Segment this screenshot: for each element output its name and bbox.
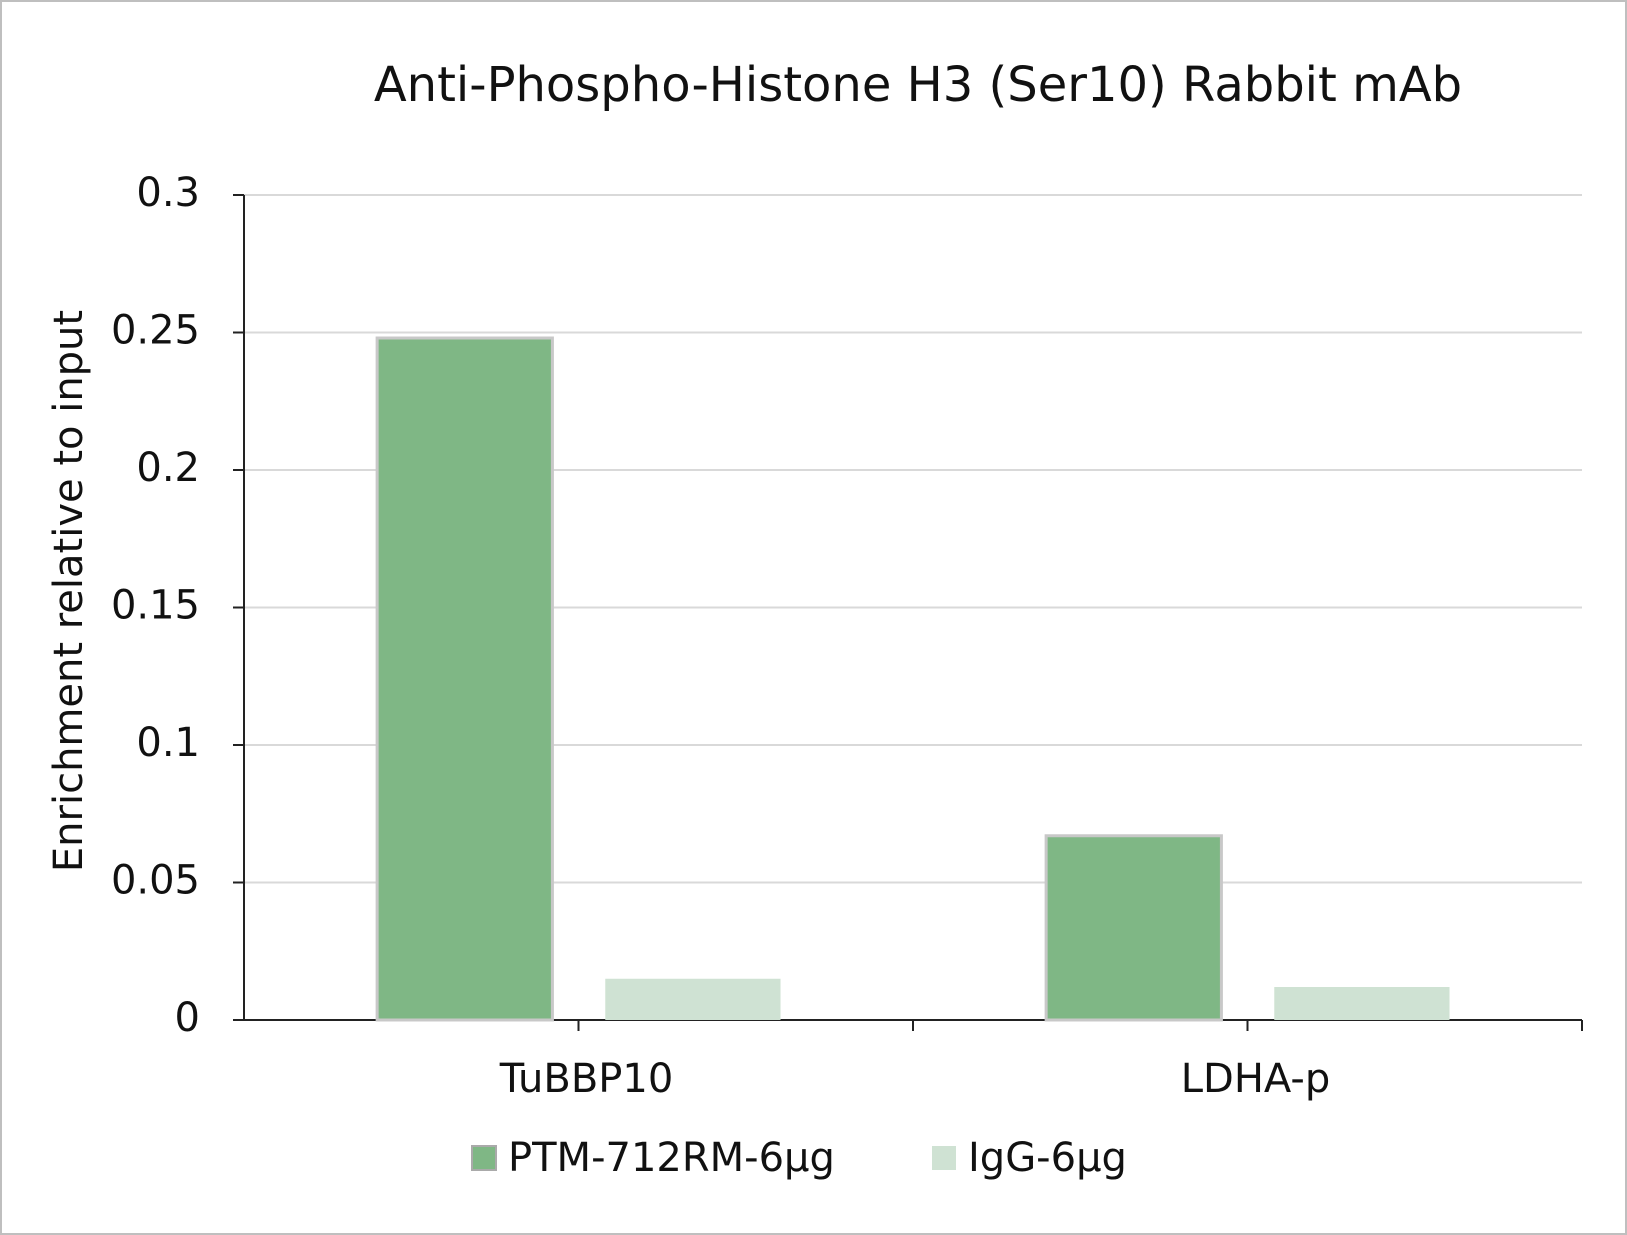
bar bbox=[1274, 987, 1450, 1020]
y-tick-label: 0.25 bbox=[111, 308, 200, 354]
x-tick-label: LDHA-p bbox=[1181, 1056, 1330, 1102]
y-tick-label: 0 bbox=[175, 995, 200, 1041]
legend-swatch bbox=[932, 1146, 956, 1170]
legend-swatch bbox=[471, 1145, 497, 1171]
legend-label: PTM-712RM-6µg bbox=[508, 1135, 835, 1181]
y-tick-label: 0.05 bbox=[111, 858, 200, 904]
y-tick-label: 0.15 bbox=[111, 583, 200, 629]
y-tick-label: 0.1 bbox=[136, 720, 200, 766]
chart-title: Anti-Phospho-Histone H3 (Ser10) Rabbit m… bbox=[374, 57, 1462, 113]
bar bbox=[375, 336, 554, 1022]
bar bbox=[605, 978, 781, 1020]
x-tick-label: TuBBP10 bbox=[499, 1056, 674, 1102]
bar bbox=[1044, 834, 1223, 1022]
y-axis-label: Enrichment relative to input bbox=[46, 310, 92, 872]
y-tick-label: 0.2 bbox=[136, 445, 200, 491]
legend-label: IgG-6µg bbox=[968, 1135, 1127, 1181]
y-tick-label: 0.3 bbox=[136, 170, 200, 216]
